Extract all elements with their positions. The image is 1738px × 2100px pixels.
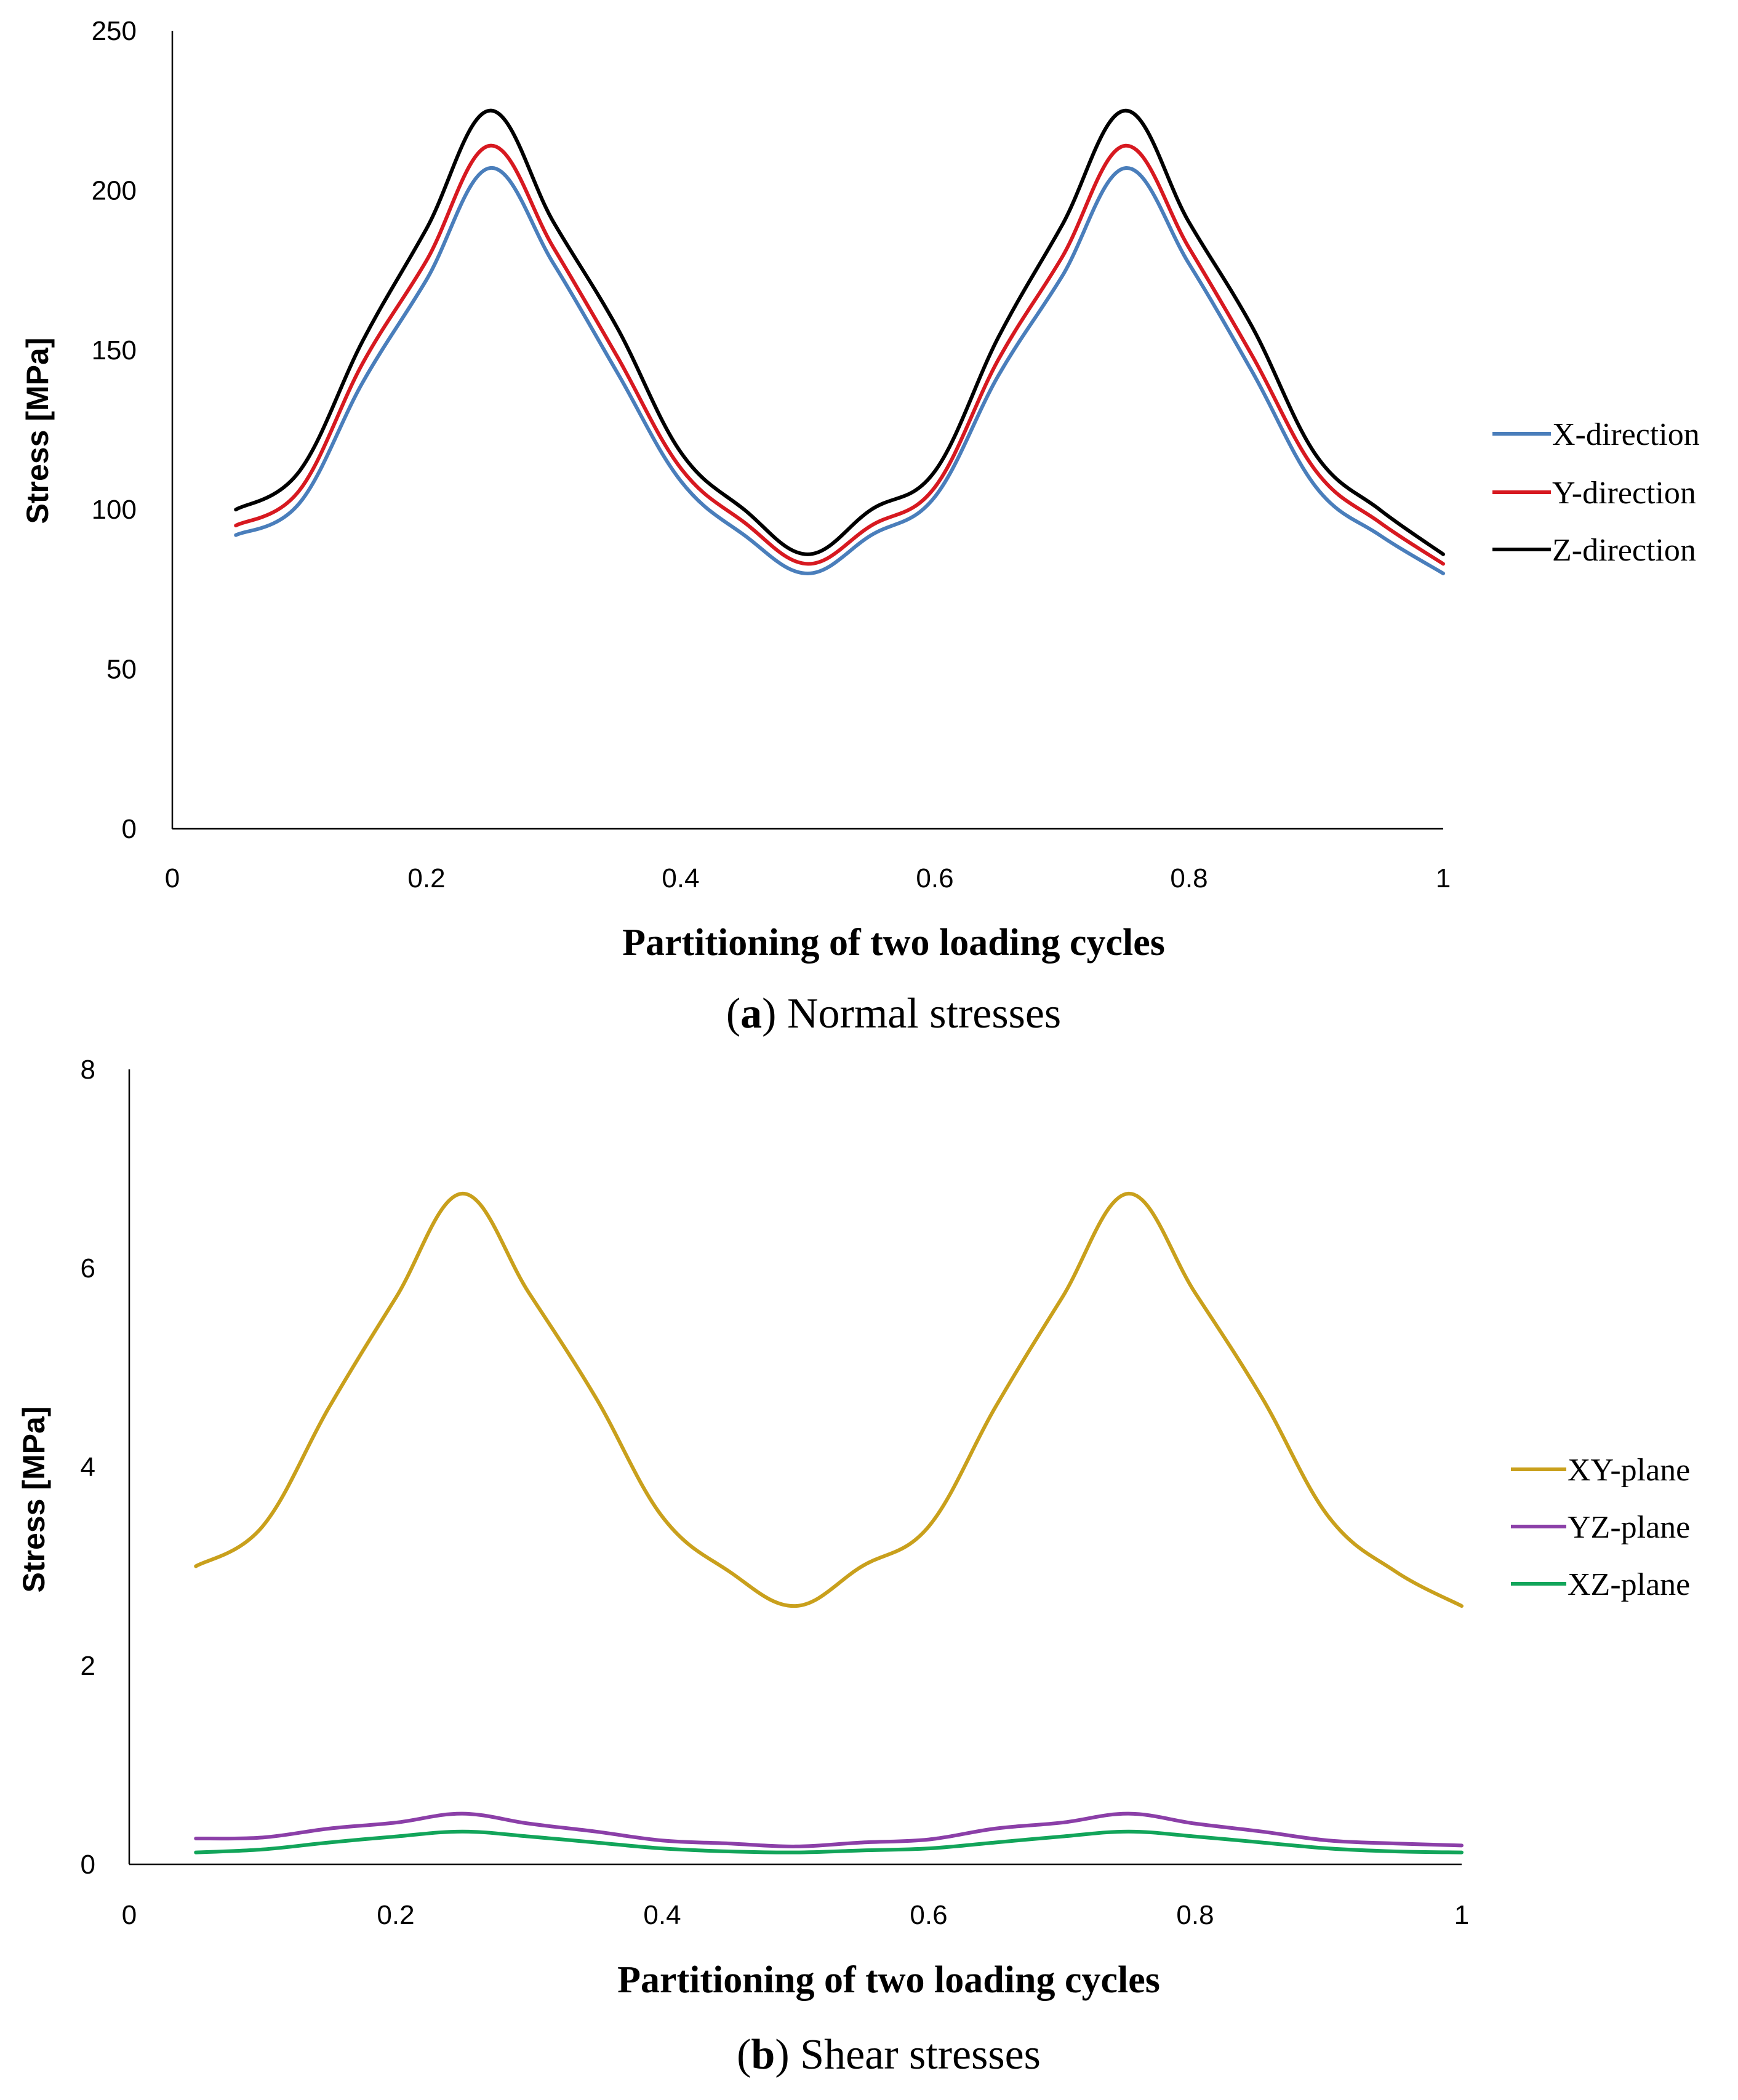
caption-label-a: a [740,990,762,1037]
normal-stresses-y-axis-label: Stress [MPa] [20,338,55,524]
shear-stresses-x-tick-0-8: 0.8 [1176,1900,1214,1930]
shear-stresses-caption: (b) Shear stresses [737,2031,1041,2078]
normal-stresses-x-tick-0-4: 0.4 [662,863,699,893]
shear-stresses-x-ticks: 0 0.2 0.4 0.6 0.8 1 [122,1900,1469,1930]
legend-label-xy-plane: XY-plane [1568,1453,1690,1488]
legend-label-yz-plane: YZ-plane [1568,1510,1690,1545]
shear-stresses-y-tick-6: 6 [81,1253,95,1284]
normal-stresses-caption: (a) Normal stresses [726,990,1061,1037]
series-line-x-direction [234,166,1445,575]
normal-stresses-series [234,108,1445,575]
legend-label-x-direction: X-direction [1552,417,1700,452]
caption-text-b: Shear stresses [800,2031,1041,2078]
normal-stresses-x-tick-0-6: 0.6 [916,863,953,893]
shear-stresses-x-axis-label: Partitioning of two loading cycles [617,1959,1160,2001]
shear-stresses-plot-area [128,1069,1462,1866]
shear-stresses-x-tick-0-6: 0.6 [910,1900,947,1930]
normal-stresses-x-tick-0: 0 [165,863,180,893]
shear-stresses-series [194,1191,1464,1854]
normal-stresses-y-tick-100: 100 [92,495,137,525]
normal-stresses-x-tick-1: 1 [1436,863,1451,893]
normal-stresses-y-ticks: 0 50 100 150 200 250 [92,16,137,844]
normal-stresses-y-tick-200: 200 [92,175,137,206]
normal-stresses-y-tick-250: 250 [92,16,137,46]
normal-stresses-legend: X-direction Y-direction Z-direction [1492,417,1700,568]
shear-stresses-x-tick-1: 1 [1454,1900,1469,1930]
shear-stresses-legend: XY-plane YZ-plane XZ-plane [1511,1453,1690,1602]
normal-stresses-y-tick-150: 150 [92,335,137,365]
normal-stresses-y-tick-50: 50 [106,655,137,685]
shear-stresses-y-tick-0: 0 [81,1850,95,1880]
caption-label-b: b [751,2031,775,2078]
shear-stresses-y-tick-4: 4 [81,1452,95,1482]
legend-label-y-direction: Y-direction [1552,476,1696,511]
shear-stresses-x-tick-0-4: 0.4 [643,1900,681,1930]
series-line-z-direction [234,108,1445,556]
normal-stresses-chart: 0 50 100 150 200 250 0 0.2 0.4 0.6 0.8 1 Stress [M… [20,16,1700,1037]
normal-stresses-plot-area [171,31,1443,830]
shear-stresses-x-tick-0: 0 [122,1900,137,1930]
normal-stresses-x-tick-0-2: 0.2 [407,863,445,893]
series-line-yz-plane [194,1811,1464,1848]
caption-text-a: Normal stresses [787,990,1061,1037]
shear-stresses-y-axis-label: Stress [MPa] [17,1407,51,1593]
normal-stresses-x-tick-0-8: 0.8 [1170,863,1207,893]
series-line-xy-plane [194,1191,1464,1608]
shear-stresses-x-tick-0-2: 0.2 [377,1900,414,1930]
shear-stresses-chart: 0 2 4 6 8 0 0.2 0.4 0.6 0.8 1 Stress [MPa] Partit… [17,1055,1690,2078]
legend-label-xz-plane: XZ-plane [1568,1567,1690,1602]
normal-stresses-x-ticks: 0 0.2 0.4 0.6 0.8 1 [165,863,1451,893]
normal-stresses-x-axis-label: Partitioning of two loading cycles [622,922,1165,964]
series-line-y-direction [234,143,1445,566]
shear-stresses-y-tick-8: 8 [81,1055,95,1085]
normal-stresses-y-tick-0: 0 [122,814,137,844]
shear-stresses-y-ticks: 0 2 4 6 8 [81,1055,95,1880]
series-line-xz-plane [194,1829,1464,1854]
legend-label-z-direction: Z-direction [1552,533,1696,568]
shear-stresses-y-tick-2: 2 [81,1651,95,1681]
